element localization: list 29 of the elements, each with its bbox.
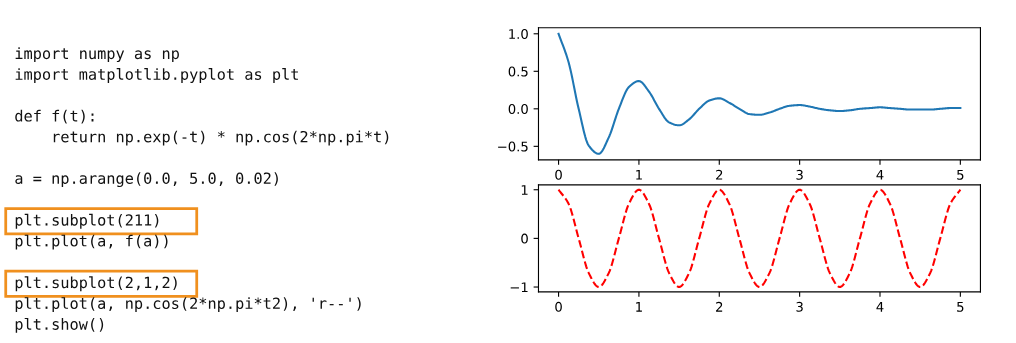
x-tick-label: 5: [957, 169, 964, 180]
y-tick-label: 0.0: [508, 104, 528, 115]
text: return np.exp(-t) * np.cos(2*np.pi*t): [53, 130, 389, 146]
x-tick-label: 4: [876, 302, 884, 312]
y-tick-label: 0: [521, 233, 528, 244]
text: import numpy as np: [15, 47, 179, 63]
y-tick-label: 1.0: [509, 29, 528, 39]
x-tick-label: 5: [957, 302, 964, 312]
x-tick-label: 2: [716, 301, 723, 312]
x-tick-label: 0: [555, 301, 562, 312]
text: plt.subplot(211): [15, 213, 159, 229]
x-tick-label: 3: [796, 301, 803, 312]
text: plt.show(): [15, 317, 104, 333]
x-tick-label: 1: [636, 302, 642, 312]
text: def f(t):: [15, 109, 94, 124]
x-tick-label: 0: [555, 169, 562, 180]
y-tick-label: 1: [521, 185, 528, 195]
x-tick-label: 2: [716, 169, 723, 180]
x-tick-label: 4: [876, 169, 884, 180]
y-tick-label: 0.5: [508, 66, 528, 77]
text: plt.plot(a, np.cos(2*np.pi*t2), 'r--'): [15, 297, 361, 313]
text: plt.subplot(2,1,2): [15, 276, 177, 292]
x-tick-label: 1: [636, 169, 642, 180]
y-tick-label: −0.5: [498, 141, 528, 152]
text: import matplotlib.pyplot as plt: [15, 68, 298, 83]
text: plt.plot(a, f(a)): [15, 234, 168, 250]
x-tick-label: 3: [796, 169, 803, 180]
y-tick-label: −1: [510, 282, 528, 293]
text: a = np.arange(0.0, 5.0, 0.02): [15, 172, 278, 188]
